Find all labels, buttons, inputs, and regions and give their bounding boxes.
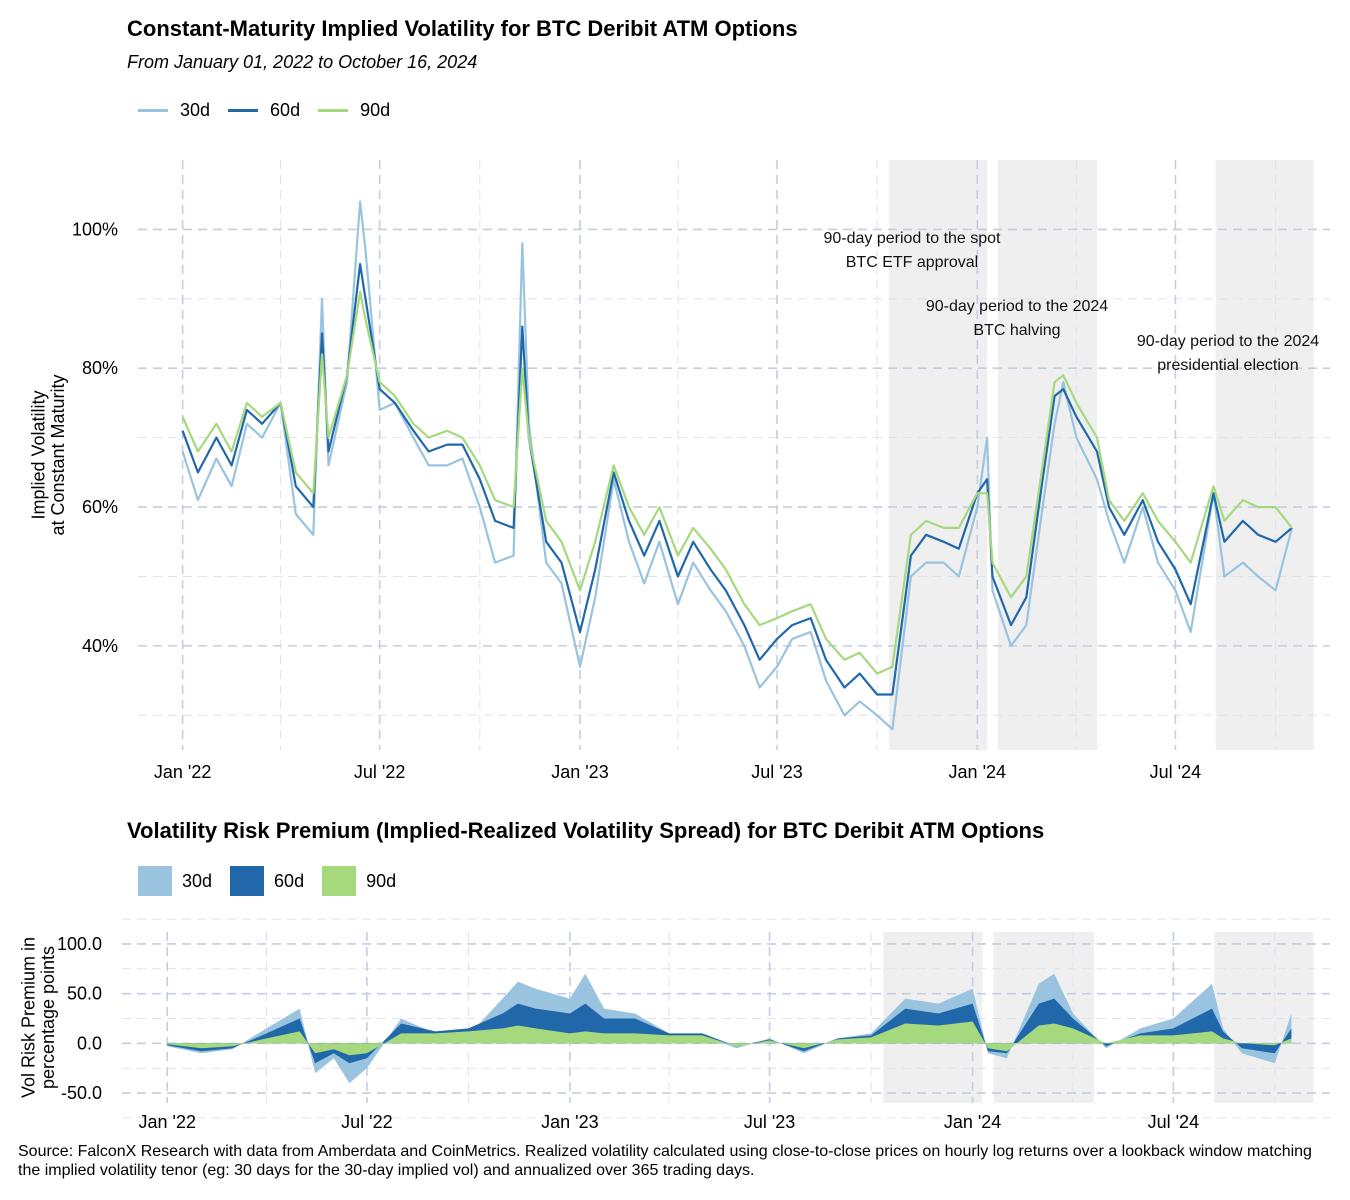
legend2-swatch-30d xyxy=(138,866,172,896)
chart2-ytick-label-3: -50.0 xyxy=(61,1083,102,1103)
legend2-label-60d: 60d xyxy=(274,870,305,891)
chart1-subtitle: From January 01, 2022 to October 16, 202… xyxy=(127,52,478,72)
legend2-swatch-90d xyxy=(322,866,357,896)
chart1-annotation-2-line-1: 90-day period to the 2024 xyxy=(926,298,1108,315)
chart1-xtick-label-5: Jul '24 xyxy=(1150,762,1201,782)
chart1-xtick-label-4: Jan '24 xyxy=(949,762,1006,782)
chart1-ylabel-line-2: at Constant Maturity xyxy=(48,374,68,535)
chart1-shaded-period-3 xyxy=(1215,160,1314,750)
legend2-swatch-60d xyxy=(230,866,265,896)
chart2-legend: 30d 60d 90d xyxy=(138,866,414,896)
chart2-ytick-label-2: 0.0 xyxy=(77,1033,102,1053)
chart2-area-60d xyxy=(167,998,1292,1064)
legend1-label-90d: 90d xyxy=(360,100,391,120)
legend2-item-90d: 90d xyxy=(322,866,396,896)
chart1-xtick-label-1: Jul '22 xyxy=(354,762,405,782)
chart2-xtick-label-4: Jan '24 xyxy=(944,1112,1001,1132)
chart1-annotation-1-line-1: 90-day period to the spot xyxy=(823,230,1001,247)
chart2-xtick-label-5: Jul '24 xyxy=(1148,1112,1199,1132)
chart2-ylabel: Vol Risk Premium inpercentage points xyxy=(18,937,58,1098)
chart1-ytick-label-0: 40% xyxy=(82,636,118,656)
legend1-item-60d: 60d xyxy=(228,100,300,121)
chart1-ytick-label-1: 60% xyxy=(82,497,118,517)
chart2-xtick-label-0: Jan '22 xyxy=(138,1112,195,1132)
chart1-xtick-label-3: Jul '23 xyxy=(751,762,802,782)
legend2-item-30d: 30d xyxy=(138,866,212,896)
chart1-annotation-3-line-2: presidential election xyxy=(1157,357,1298,374)
chart1-series-90d xyxy=(181,290,1293,675)
chart1-legend: 30d 60d 90d xyxy=(138,100,408,121)
legend1-item-90d: 90d xyxy=(318,100,390,121)
legend1-label-30d: 30d xyxy=(180,100,211,120)
chart1-ylabel: Implied Volatilityat Constant Maturity xyxy=(28,374,68,535)
chart2-ytick-label-0: 100.0 xyxy=(57,934,102,954)
source-note: Source: FalconX Research with data from … xyxy=(18,1143,1312,1179)
legend2-item-60d: 60d xyxy=(230,866,304,896)
legend1-item-30d: 30d xyxy=(138,100,210,121)
chart1-xtick-label-2: Jan '23 xyxy=(551,762,608,782)
chart2-ylabel-line-1: Vol Risk Premium in xyxy=(18,937,38,1098)
chart2-xtick-label-2: Jan '23 xyxy=(541,1112,598,1132)
chart2-title: Volatility Risk Premium (Implied-Realize… xyxy=(127,818,1045,843)
chart1-ytick-label-2: 80% xyxy=(82,358,118,378)
chart2-xtick-label-3: Jul '23 xyxy=(744,1112,795,1132)
chart1-shaded-period-1 xyxy=(889,160,988,750)
chart1-series-30d xyxy=(181,200,1293,731)
chart1-ylabel-line-1: Implied Volatility xyxy=(28,390,48,519)
chart1-ytick-label-3: 100% xyxy=(72,219,118,239)
chart1-annotation-3-line-1: 90-day period to the 2024 xyxy=(1137,333,1319,350)
legend1-label-60d: 60d xyxy=(270,100,301,120)
chart2-xtick-label-1: Jul '22 xyxy=(341,1112,392,1132)
chart2-shaded-period-3 xyxy=(1214,932,1314,1103)
legend2-label-90d: 90d xyxy=(366,870,397,891)
chart1-annotation-1-line-2: BTC ETF approval xyxy=(846,254,978,271)
legend1-swatch-30d xyxy=(138,109,168,112)
chart1-title: Constant-Maturity Implied Volatility for… xyxy=(127,16,798,41)
chart2-ylabel-line-2: percentage points xyxy=(38,946,58,1089)
legend1-swatch-60d xyxy=(228,109,259,112)
chart2-area-30d xyxy=(167,973,1292,1084)
chart1-shaded-period-2 xyxy=(997,160,1098,750)
chart1-annotation-2-line-2: BTC halving xyxy=(973,322,1060,339)
legend1-swatch-90d xyxy=(318,109,349,112)
chart2-ytick-label-1: 50.0 xyxy=(67,984,102,1004)
legend2-label-30d: 30d xyxy=(182,870,213,891)
chart1-series-60d xyxy=(181,263,1293,696)
chart2-area-90d xyxy=(167,1021,1292,1056)
chart1-xtick-label-0: Jan '22 xyxy=(154,762,211,782)
